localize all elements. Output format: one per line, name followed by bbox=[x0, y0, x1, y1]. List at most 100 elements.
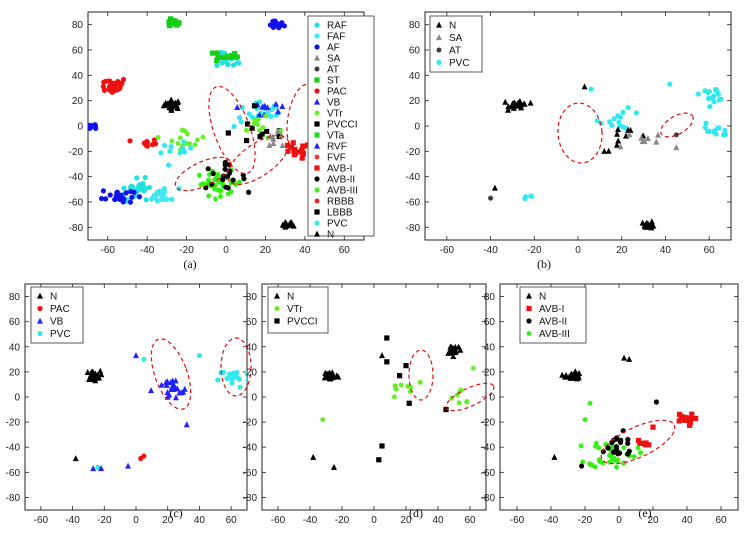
point-n bbox=[166, 101, 173, 108]
x-tick-label: -60 bbox=[510, 515, 525, 526]
point-pvcci bbox=[443, 406, 449, 413]
point-avb-iii bbox=[614, 458, 620, 465]
point-vb bbox=[98, 465, 105, 472]
point-pvc bbox=[711, 128, 717, 134]
point-vtr bbox=[192, 142, 198, 148]
point-pvc bbox=[158, 150, 164, 156]
y-tick-label: 60 bbox=[72, 46, 84, 57]
x-tick-label: 40 bbox=[194, 515, 206, 526]
x-tick-label: 40 bbox=[681, 515, 693, 526]
point-pvc bbox=[711, 99, 717, 105]
legend-label: N bbox=[449, 21, 456, 32]
point-avb-i bbox=[678, 413, 684, 420]
legend-marker-faf bbox=[314, 33, 320, 39]
point-pvc bbox=[607, 119, 613, 125]
y-tick-label: -20 bbox=[243, 418, 258, 429]
point-vtr bbox=[320, 417, 326, 423]
point-n bbox=[97, 367, 104, 374]
point-pvcci bbox=[243, 137, 250, 144]
point-vb bbox=[168, 386, 175, 393]
point-pvcci bbox=[257, 134, 263, 140]
x-tick-label: 60 bbox=[464, 515, 476, 526]
point-avb-i bbox=[686, 422, 693, 428]
point-avb-iii bbox=[212, 176, 218, 182]
point-n bbox=[621, 354, 628, 361]
point-n bbox=[290, 222, 297, 229]
point-faf bbox=[161, 186, 167, 192]
legend-marker-n bbox=[274, 292, 280, 299]
point-st bbox=[214, 57, 220, 64]
point-avb-i bbox=[687, 419, 694, 426]
point-vb bbox=[172, 394, 179, 401]
point-avb-iii bbox=[603, 441, 609, 447]
y-tick-label: 60 bbox=[409, 46, 421, 57]
legend-marker-avb-i bbox=[314, 165, 320, 171]
point-vb bbox=[172, 377, 179, 384]
x-tick-label: -40 bbox=[483, 245, 498, 256]
point-avb-i bbox=[689, 415, 695, 421]
point-raf bbox=[236, 60, 242, 66]
y-tick-label: 80 bbox=[9, 292, 21, 303]
point-pac bbox=[108, 87, 114, 94]
point-pvc bbox=[620, 109, 626, 116]
x-tick-label: -20 bbox=[335, 515, 350, 526]
point-avb-ii bbox=[230, 177, 236, 183]
point-af bbox=[88, 125, 93, 131]
legend-label: AF bbox=[327, 43, 340, 54]
point-n bbox=[505, 106, 512, 113]
point-avb-i bbox=[682, 414, 688, 420]
point-pvc bbox=[625, 104, 631, 111]
highlight-ellipse bbox=[445, 382, 495, 412]
point-pvc bbox=[237, 115, 243, 121]
point-vb bbox=[162, 379, 169, 386]
legend-label: RAF bbox=[327, 21, 347, 32]
point-raf bbox=[225, 61, 231, 68]
legend-label: SA bbox=[449, 33, 463, 44]
legend-label: AVB-I bbox=[327, 164, 352, 175]
point-n bbox=[86, 374, 93, 381]
point-avb-iii bbox=[606, 459, 613, 465]
point-avb-ii bbox=[579, 463, 585, 469]
x-tick-label: 20 bbox=[162, 515, 174, 526]
point-avb-iii bbox=[215, 187, 221, 193]
legend-label: PAC bbox=[50, 304, 70, 315]
point-pac bbox=[108, 80, 114, 86]
point-avb-iii bbox=[218, 187, 224, 194]
legend-marker-vb bbox=[314, 98, 320, 105]
point-vb bbox=[170, 381, 177, 388]
point-n bbox=[510, 104, 517, 111]
point-avb-iii bbox=[219, 180, 225, 186]
point-raf bbox=[219, 49, 225, 56]
point-n bbox=[455, 343, 462, 350]
legend-label: PVCCI bbox=[287, 317, 318, 328]
point-n bbox=[562, 373, 569, 380]
point-pvc bbox=[245, 377, 247, 383]
point-pvc bbox=[732, 137, 737, 142]
point-n bbox=[614, 126, 621, 133]
point-n bbox=[509, 100, 516, 107]
point-avb-ii bbox=[240, 172, 246, 178]
legend-marker-n bbox=[37, 292, 43, 299]
point-pvc bbox=[722, 132, 728, 138]
x-tick-label: -20 bbox=[578, 515, 593, 526]
point-pvc bbox=[181, 139, 187, 145]
point-af bbox=[114, 189, 120, 196]
legend-label: PVC bbox=[449, 58, 470, 69]
point-pac bbox=[144, 139, 151, 146]
legend-marker-vtr bbox=[314, 110, 320, 116]
point-avb-i bbox=[291, 152, 297, 158]
point-faf bbox=[169, 196, 175, 202]
point-vb bbox=[261, 102, 268, 109]
panel-4: -60 -40 -20 0 20 40 60 80 60 40 20 0 -20 -40 -60 -80 NVT… bbox=[243, 283, 495, 526]
y-tick-label: -60 bbox=[6, 468, 21, 479]
point-pvc bbox=[168, 144, 174, 150]
highlight-ellipse bbox=[557, 102, 603, 164]
point-n bbox=[615, 137, 622, 144]
points-layer bbox=[88, 16, 364, 230]
point-avb-ii bbox=[222, 162, 228, 168]
legend-label: SA bbox=[327, 54, 341, 65]
point-pvcci bbox=[376, 457, 382, 463]
point-avb-i bbox=[635, 437, 642, 444]
point-pvc bbox=[703, 120, 709, 126]
point-avb-iii bbox=[606, 452, 613, 459]
